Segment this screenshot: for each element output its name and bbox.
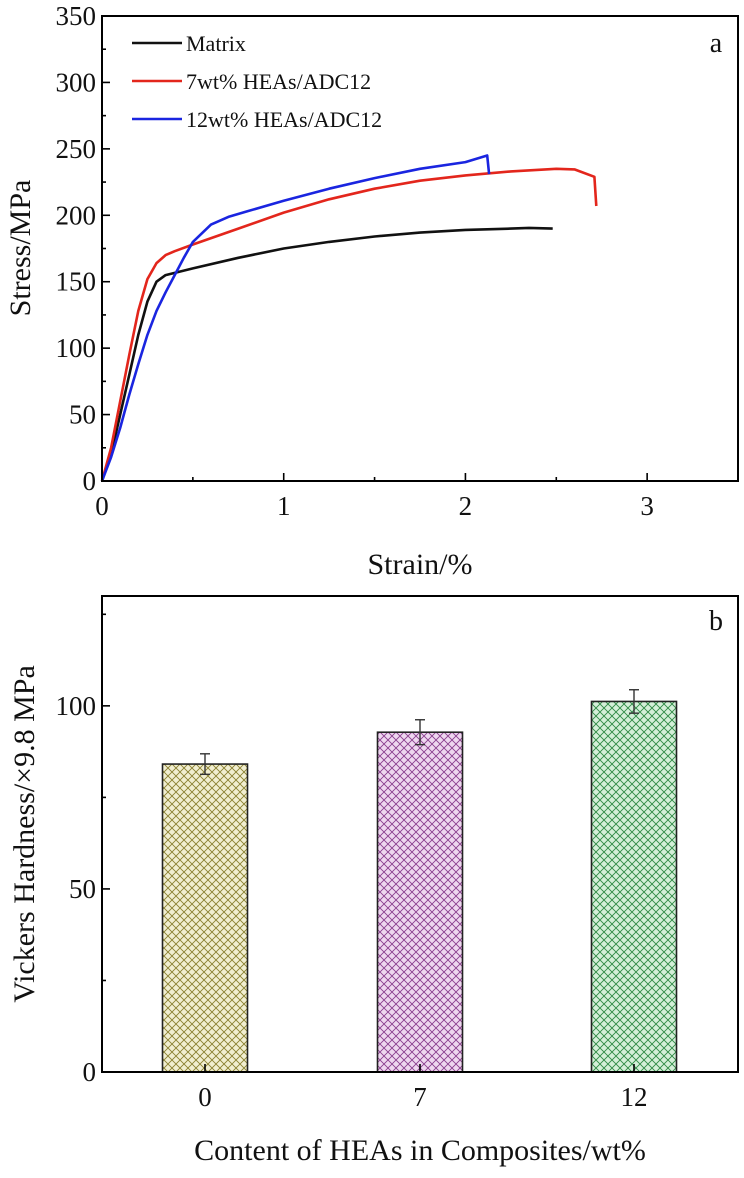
legend: Matrix 7wt% HEAs/ADC12 12wt% HEAs/ADC12 xyxy=(132,31,382,132)
y-tick-label: 50 xyxy=(69,874,96,904)
x-tick-label: 1 xyxy=(277,491,291,521)
series-line-1 xyxy=(102,169,596,481)
hardness-bar-chart: 0 50 100 0 7 12 b Content of HEAs in Composit… xyxy=(8,596,738,1167)
y-tick-label: 100 xyxy=(56,691,97,721)
x-tick-label: 0 xyxy=(198,1082,212,1112)
x-tick-label: 0 xyxy=(95,491,109,521)
y-tick-label: 150 xyxy=(56,267,97,297)
y-tick-label: 350 xyxy=(56,1,97,31)
panel-label-b: b xyxy=(709,606,723,637)
bar-7 xyxy=(378,732,463,1072)
y-tick-label: 50 xyxy=(69,400,96,430)
x-tick-label: 2 xyxy=(459,491,473,521)
stress-strain-chart: 0 1 2 3 0 50 100 150 200 250 300 350 a Matrix 7wt% H… xyxy=(4,1,738,581)
legend-label: 7wt% HEAs/ADC12 xyxy=(186,69,371,94)
legend-label: 12wt% HEAs/ADC12 xyxy=(186,107,382,132)
y-axis-label-b: Vickers Hardness/×9.8 MPa xyxy=(8,665,41,1003)
axis-ticks-b: 0 50 100 0 7 12 xyxy=(56,614,648,1112)
series-line-2 xyxy=(102,156,489,482)
x-axis-label-a: Strain/% xyxy=(368,548,473,581)
bar-0 xyxy=(163,764,248,1072)
y-axis-label-a: Stress/MPa xyxy=(4,180,37,317)
panel-label-a: a xyxy=(710,28,723,59)
y-tick-label: 0 xyxy=(83,1057,97,1087)
x-axis-label-b: Content of HEAs in Composites/wt% xyxy=(194,1134,646,1167)
y-tick-label: 0 xyxy=(83,466,97,496)
y-tick-label: 100 xyxy=(56,333,97,363)
series-lines xyxy=(102,156,596,482)
bars xyxy=(163,690,677,1072)
bar-12 xyxy=(592,701,677,1072)
x-tick-label: 7 xyxy=(413,1082,427,1112)
x-tick-label: 12 xyxy=(621,1082,648,1112)
series-line-0 xyxy=(102,228,553,481)
x-tick-label: 3 xyxy=(640,491,654,521)
legend-label: Matrix xyxy=(186,31,246,56)
y-tick-label: 200 xyxy=(56,200,97,230)
y-tick-label: 300 xyxy=(56,67,97,97)
figure: 0 1 2 3050100150200250300350 a Matrix7wt% H… xyxy=(0,0,744,1178)
y-tick-label: 250 xyxy=(56,134,97,164)
